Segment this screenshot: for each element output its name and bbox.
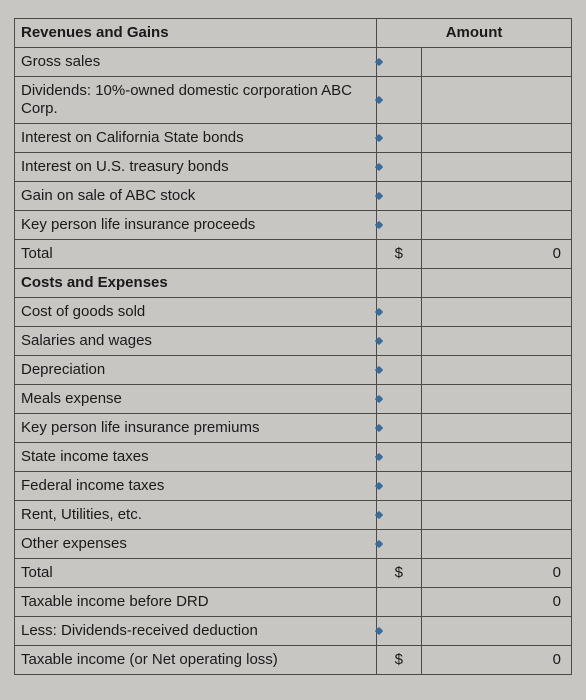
currency-symbol (377, 443, 422, 472)
row-label: Gain on sale of ABC stock (15, 182, 377, 211)
table-row: Interest on California State bonds (15, 124, 572, 153)
currency-symbol (377, 124, 422, 153)
table-row: Meals expense (15, 385, 572, 414)
amount-value (421, 77, 571, 124)
currency-symbol: $ (377, 240, 422, 269)
table-row: Costs and Expenses (15, 269, 572, 298)
currency-symbol (377, 48, 422, 77)
table-row: Depreciation (15, 356, 572, 385)
currency-symbol (377, 327, 422, 356)
row-label: Costs and Expenses (15, 269, 377, 298)
table-row: Salaries and wages (15, 327, 572, 356)
currency-symbol: $ (377, 559, 422, 588)
row-label: Other expenses (15, 530, 377, 559)
amount-value (421, 211, 571, 240)
table-row: Federal income taxes (15, 472, 572, 501)
amount-value (421, 356, 571, 385)
currency-symbol (377, 298, 422, 327)
currency-symbol (377, 211, 422, 240)
amount-value (421, 153, 571, 182)
currency-symbol (377, 617, 422, 646)
table-row: Rent, Utilities, etc. (15, 501, 572, 530)
row-label: Salaries and wages (15, 327, 377, 356)
table-row: Gross sales (15, 48, 572, 77)
row-label: Dividends: 10%-owned domestic corporatio… (15, 77, 377, 124)
currency-symbol (377, 385, 422, 414)
amount-header: Amount (377, 19, 572, 48)
table-row: Cost of goods sold (15, 298, 572, 327)
currency-symbol (377, 414, 422, 443)
amount-value (421, 414, 571, 443)
amount-value: 0 (421, 588, 571, 617)
row-label: State income taxes (15, 443, 377, 472)
row-label: Taxable income before DRD (15, 588, 377, 617)
table-row: Other expenses (15, 530, 572, 559)
amount-value (421, 443, 571, 472)
table-row: Dividends: 10%-owned domestic corporatio… (15, 77, 572, 124)
table-row: State income taxes (15, 443, 572, 472)
amount-value (421, 182, 571, 211)
row-label: Key person life insurance premiums (15, 414, 377, 443)
table-row: Total$0 (15, 559, 572, 588)
row-label: Federal income taxes (15, 472, 377, 501)
income-statement-table: Revenues and Gains Amount Gross salesDiv… (14, 18, 572, 675)
amount-value (421, 385, 571, 414)
amount-value: 0 (421, 646, 571, 675)
amount-value: 0 (421, 559, 571, 588)
currency-symbol (377, 501, 422, 530)
currency-symbol (377, 588, 422, 617)
currency-symbol (377, 182, 422, 211)
currency-symbol (377, 77, 422, 124)
row-label: Total (15, 559, 377, 588)
row-label: Cost of goods sold (15, 298, 377, 327)
currency-symbol: $ (377, 646, 422, 675)
amount-value (421, 530, 571, 559)
amount-value (421, 298, 571, 327)
amount-value (421, 617, 571, 646)
row-label: Rent, Utilities, etc. (15, 501, 377, 530)
row-label: Gross sales (15, 48, 377, 77)
row-label: Total (15, 240, 377, 269)
amount-value (421, 124, 571, 153)
table-row: Gain on sale of ABC stock (15, 182, 572, 211)
currency-symbol (377, 472, 422, 501)
currency-symbol (377, 153, 422, 182)
currency-symbol (377, 356, 422, 385)
row-label: Interest on U.S. treasury bonds (15, 153, 377, 182)
currency-symbol (377, 269, 422, 298)
header-row: Revenues and Gains Amount (15, 19, 572, 48)
amount-value (421, 48, 571, 77)
table-row: Total$0 (15, 240, 572, 269)
row-label: Less: Dividends-received deduction (15, 617, 377, 646)
amount-value (421, 472, 571, 501)
row-label: Depreciation (15, 356, 377, 385)
table-row: Taxable income before DRD 0 (15, 588, 572, 617)
section-header: Revenues and Gains (15, 19, 377, 48)
amount-value (421, 501, 571, 530)
table-row: Key person life insurance premiums (15, 414, 572, 443)
table-row: Key person life insurance proceeds (15, 211, 572, 240)
currency-symbol (377, 530, 422, 559)
row-label: Interest on California State bonds (15, 124, 377, 153)
table-row: Taxable income (or Net operating loss)$0 (15, 646, 572, 675)
row-label: Meals expense (15, 385, 377, 414)
table-row: Interest on U.S. treasury bonds (15, 153, 572, 182)
row-label: Taxable income (or Net operating loss) (15, 646, 377, 675)
row-label: Key person life insurance proceeds (15, 211, 377, 240)
amount-value (421, 269, 571, 298)
amount-value: 0 (421, 240, 571, 269)
table-row: Less: Dividends-received deduction (15, 617, 572, 646)
amount-value (421, 327, 571, 356)
